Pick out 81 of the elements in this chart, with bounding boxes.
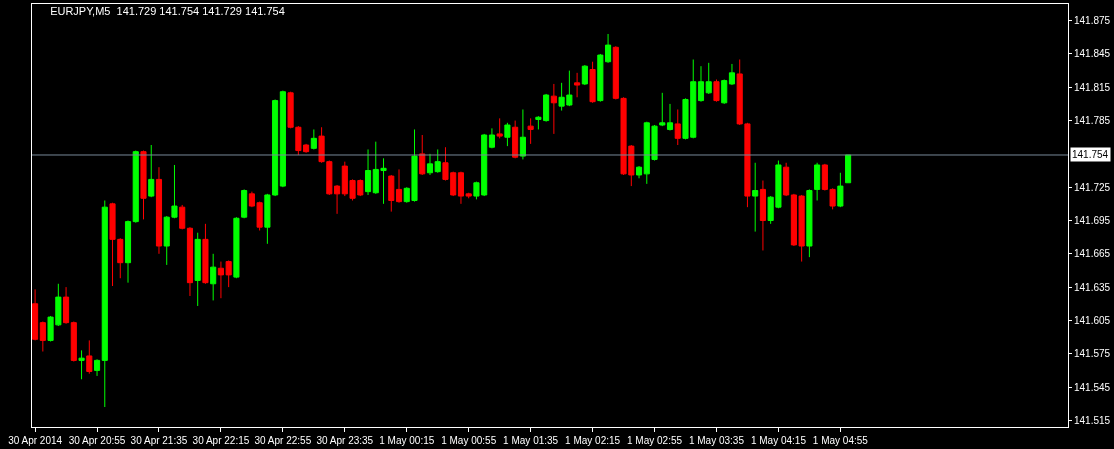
- candlestick: [728, 63, 736, 86]
- candlestick: [194, 232, 201, 307]
- y-tick-label: 141.665: [1074, 248, 1111, 260]
- candlestick: [70, 321, 77, 362]
- x-tick-label: 1 May 00:55: [441, 435, 497, 446]
- x-tick-label: 1 May 04:15: [750, 435, 807, 446]
- candlestick: [233, 216, 240, 279]
- candlestick: [426, 153, 434, 176]
- x-tick-label: 30 Apr 23:35: [316, 435, 374, 446]
- y-tick-label: 141.545: [1074, 381, 1111, 393]
- candlestick: [713, 79, 720, 103]
- candlestick: [39, 321, 46, 352]
- y-tick-label: 141.635: [1074, 281, 1111, 293]
- x-tick-label: 1 May 04:55: [812, 435, 869, 446]
- x-tick-label: 30 Apr 21:35: [130, 435, 188, 446]
- candlestick: [496, 117, 503, 139]
- candlestick: [519, 108, 526, 160]
- y-tick-label: 141.515: [1074, 414, 1111, 426]
- x-tick-label: 30 Apr 20:55: [68, 435, 126, 446]
- candlestick: [512, 120, 519, 159]
- candlestick: [697, 65, 705, 103]
- x-tick-label: 30 Apr 22:15: [192, 435, 250, 446]
- candlestick: [635, 165, 643, 179]
- candlestick: [666, 103, 674, 132]
- x-tick-label: 1 May 01:35: [503, 435, 559, 446]
- candlestick: [527, 117, 534, 145]
- candlestick: [504, 122, 511, 147]
- ref-line-label: 141.754: [1072, 149, 1109, 160]
- chart-title: EURJPY,M5 141.729 141.754 141.729 141.754: [50, 4, 285, 17]
- candlestick: [388, 174, 395, 213]
- candlestick: [395, 168, 403, 204]
- candlestick: [721, 79, 728, 105]
- candlestick: [155, 166, 163, 255]
- candlestick: [674, 108, 681, 146]
- y-tick-label: 141.725: [1074, 181, 1111, 193]
- y-tick-label: 141.575: [1074, 348, 1111, 360]
- candlestick: [202, 223, 209, 285]
- candlestick: [93, 358, 101, 377]
- candlestick: [589, 61, 596, 104]
- candlestick: [32, 288, 39, 341]
- candlestick: [814, 162, 821, 202]
- candlestick: [179, 204, 186, 230]
- candlestick: [783, 162, 790, 197]
- y-tick-label: 141.875: [1074, 15, 1111, 27]
- x-tick-label: 30 Apr 2014: [8, 435, 63, 446]
- candlestick: [140, 150, 147, 220]
- y-tick-label: 141.605: [1074, 314, 1111, 326]
- y-tick-label: 141.695: [1074, 215, 1111, 226]
- candlestick: [210, 253, 217, 301]
- x-tick-label: 1 May 02:55: [627, 435, 683, 446]
- candlestick: [124, 220, 132, 284]
- candlestick: [279, 90, 286, 188]
- candlestick: [186, 226, 194, 297]
- y-tick-label: 141.815: [1074, 81, 1111, 93]
- candlestick: [310, 128, 317, 150]
- x-tick-label: 1 May 02:15: [565, 435, 621, 446]
- candlestick: [364, 148, 372, 196]
- candlestick: [419, 134, 426, 176]
- candlestick: [132, 150, 139, 224]
- candlestick: [759, 180, 766, 251]
- x-tick-label: 30 Apr 22:55: [254, 435, 312, 446]
- candlestick: [806, 188, 813, 258]
- candlestick: [241, 188, 248, 219]
- candlestick: [86, 339, 93, 375]
- candlestick: [63, 286, 70, 325]
- candlestick: [434, 148, 441, 174]
- candlestick: [488, 127, 495, 149]
- y-tick-label: 141.845: [1074, 48, 1111, 60]
- candlestick: [101, 200, 108, 408]
- candlestick: [148, 144, 155, 198]
- candlestick: [837, 172, 844, 208]
- candlestick: [581, 64, 588, 86]
- candlestick: [550, 83, 557, 135]
- candlestick: [574, 72, 581, 98]
- candlestick: [78, 349, 85, 380]
- y-tick-label: 141.785: [1074, 115, 1111, 127]
- x-tick-label: 1 May 00:15: [379, 435, 435, 446]
- candlestick: [845, 154, 852, 184]
- candlestick: [752, 162, 759, 233]
- x-tick-label: 1 May 03:35: [688, 435, 745, 446]
- candlestick: [705, 62, 712, 95]
